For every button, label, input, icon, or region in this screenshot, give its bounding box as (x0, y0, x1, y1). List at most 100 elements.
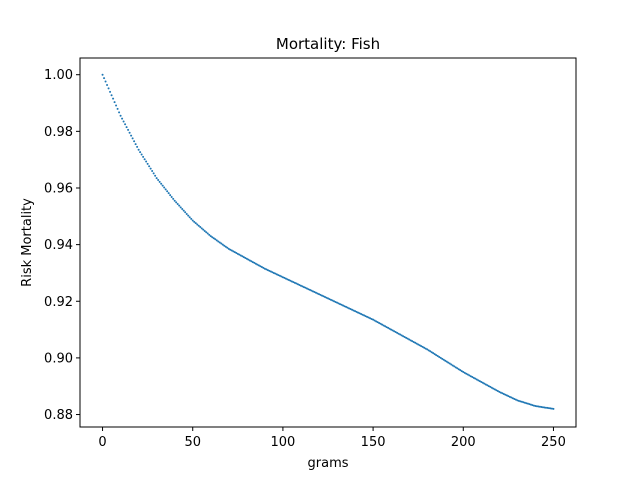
data-point (304, 286, 307, 289)
data-point (483, 382, 486, 385)
data-point (145, 160, 148, 163)
data-point (340, 303, 343, 306)
data-point (529, 403, 532, 406)
data-point (217, 240, 220, 243)
data-point (319, 293, 322, 296)
data-point (107, 87, 110, 90)
data-point (163, 186, 166, 189)
data-point (151, 169, 154, 172)
data-point (316, 292, 319, 295)
data-point (351, 308, 354, 311)
data-point (550, 407, 553, 410)
data-point (155, 177, 158, 180)
data-point (430, 351, 433, 354)
data-point (454, 366, 457, 369)
data-point (139, 151, 142, 154)
x-tick-label: 50 (184, 435, 201, 450)
data-point (136, 145, 139, 148)
data-point (131, 137, 134, 140)
data-point (101, 73, 104, 76)
data-point (271, 271, 274, 274)
data-point (363, 314, 366, 317)
data-point (215, 239, 218, 242)
data-point (182, 209, 185, 212)
data-point (173, 199, 176, 202)
data-point (206, 232, 209, 235)
data-point (397, 332, 400, 335)
data-point (513, 397, 516, 400)
data-point (205, 231, 208, 234)
data-point (251, 261, 254, 264)
data-point (499, 391, 502, 394)
data-point (241, 255, 244, 258)
data-point (493, 388, 496, 391)
data-point (179, 206, 182, 209)
x-tick-label: 0 (98, 435, 106, 450)
data-point (130, 134, 133, 137)
data-point (505, 394, 508, 397)
data-point (337, 302, 340, 305)
data-point (546, 406, 549, 409)
data-point (133, 140, 136, 143)
data-point (122, 120, 125, 123)
data-point (484, 383, 487, 386)
data-point (486, 384, 489, 387)
data-point (420, 345, 423, 348)
data-point (331, 299, 334, 302)
data-point (393, 330, 396, 333)
data-point (501, 392, 504, 395)
data-point (211, 236, 214, 239)
data-point (480, 380, 483, 383)
data-point (239, 254, 242, 257)
data-point (257, 264, 260, 267)
data-point (296, 283, 299, 286)
data-point (426, 348, 429, 351)
data-point (301, 285, 304, 288)
plot-frame (79, 57, 577, 428)
data-point (220, 242, 223, 245)
data-point (438, 355, 441, 358)
data-point (229, 248, 232, 251)
data-point (534, 405, 537, 408)
data-point (463, 371, 466, 374)
data-point (414, 341, 417, 344)
chart-title: Mortality: Fish (276, 35, 380, 53)
data-point (405, 336, 408, 339)
data-point (366, 315, 369, 318)
data-point (232, 250, 235, 253)
data-point (540, 405, 543, 408)
y-axis: 0.88 0.90 0.92 0.94 0.96 0.98 1.00 (44, 68, 80, 423)
data-point (203, 229, 206, 232)
data-point (167, 192, 170, 195)
data-point (531, 404, 534, 407)
data-point (164, 188, 167, 191)
data-point (124, 123, 127, 126)
data-point (346, 306, 349, 309)
data-point (262, 266, 265, 269)
data-point (199, 226, 202, 229)
data-point (320, 294, 323, 297)
data-point (289, 279, 292, 282)
data-point (334, 300, 337, 303)
data-point (498, 390, 501, 393)
data-point (119, 114, 122, 117)
data-point (325, 296, 328, 299)
data-point (379, 322, 382, 325)
data-point (305, 287, 308, 290)
data-point (369, 317, 372, 320)
data-point (496, 390, 499, 393)
data-point (526, 402, 529, 405)
data-point (330, 298, 333, 301)
data-point (471, 376, 474, 379)
data-point (134, 143, 137, 146)
data-point (227, 247, 230, 250)
data-point (143, 158, 146, 161)
data-point (372, 318, 375, 321)
data-point (358, 312, 361, 315)
data-point (248, 259, 251, 262)
data-point (474, 377, 477, 380)
data-point (342, 304, 345, 307)
data-point (345, 305, 348, 308)
data-point (328, 298, 331, 301)
data-point (268, 269, 271, 272)
